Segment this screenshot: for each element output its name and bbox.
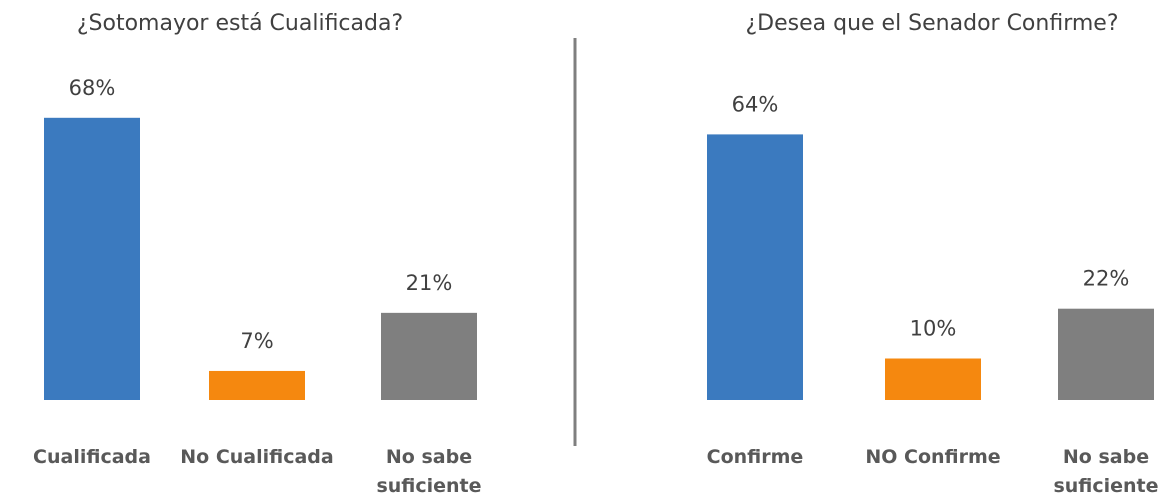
left-category-label-1-line-1: Cualificada (33, 446, 151, 468)
left-chart-title: ¿Sotomayor está Cualificada? (77, 11, 403, 36)
right-bar-2 (885, 358, 981, 400)
right-value-label-3: 22% (1083, 267, 1130, 291)
right-value-label-1: 64% (732, 92, 779, 116)
right-chart: 64% Confirme 10% NO Confirme 22% No sabe sufic… (707, 92, 1159, 497)
right-category-label-3-line-1: No sabe (1063, 446, 1149, 468)
left-bar-2 (209, 370, 305, 400)
left-chart: 68% Cualificada 7% No Cualificada 21% No sabe… (33, 76, 481, 497)
left-category-label-3-line-2: suficiente (376, 475, 481, 497)
right-bar-1 (707, 134, 803, 400)
left-bar-1 (44, 117, 140, 401)
right-value-label-2: 10% (910, 317, 957, 341)
left-category-label-2-line-1: No Cualificada (180, 446, 333, 468)
left-value-label-3: 21% (406, 271, 453, 295)
left-value-label-1: 68% (69, 76, 116, 100)
right-bar-3 (1058, 308, 1154, 400)
left-value-label-2: 7% (240, 329, 273, 353)
right-category-label-1-line-1: Confirme (707, 446, 804, 468)
right-category-label-3-line-2: suficiente (1053, 475, 1158, 497)
left-category-label-3-line-1: No sabe (386, 446, 472, 468)
left-bar-3 (381, 312, 477, 400)
right-chart-title: ¿Desea que el Senador Confirme? (745, 11, 1118, 36)
right-category-label-2-line-1: NO Confirme (865, 446, 1000, 468)
